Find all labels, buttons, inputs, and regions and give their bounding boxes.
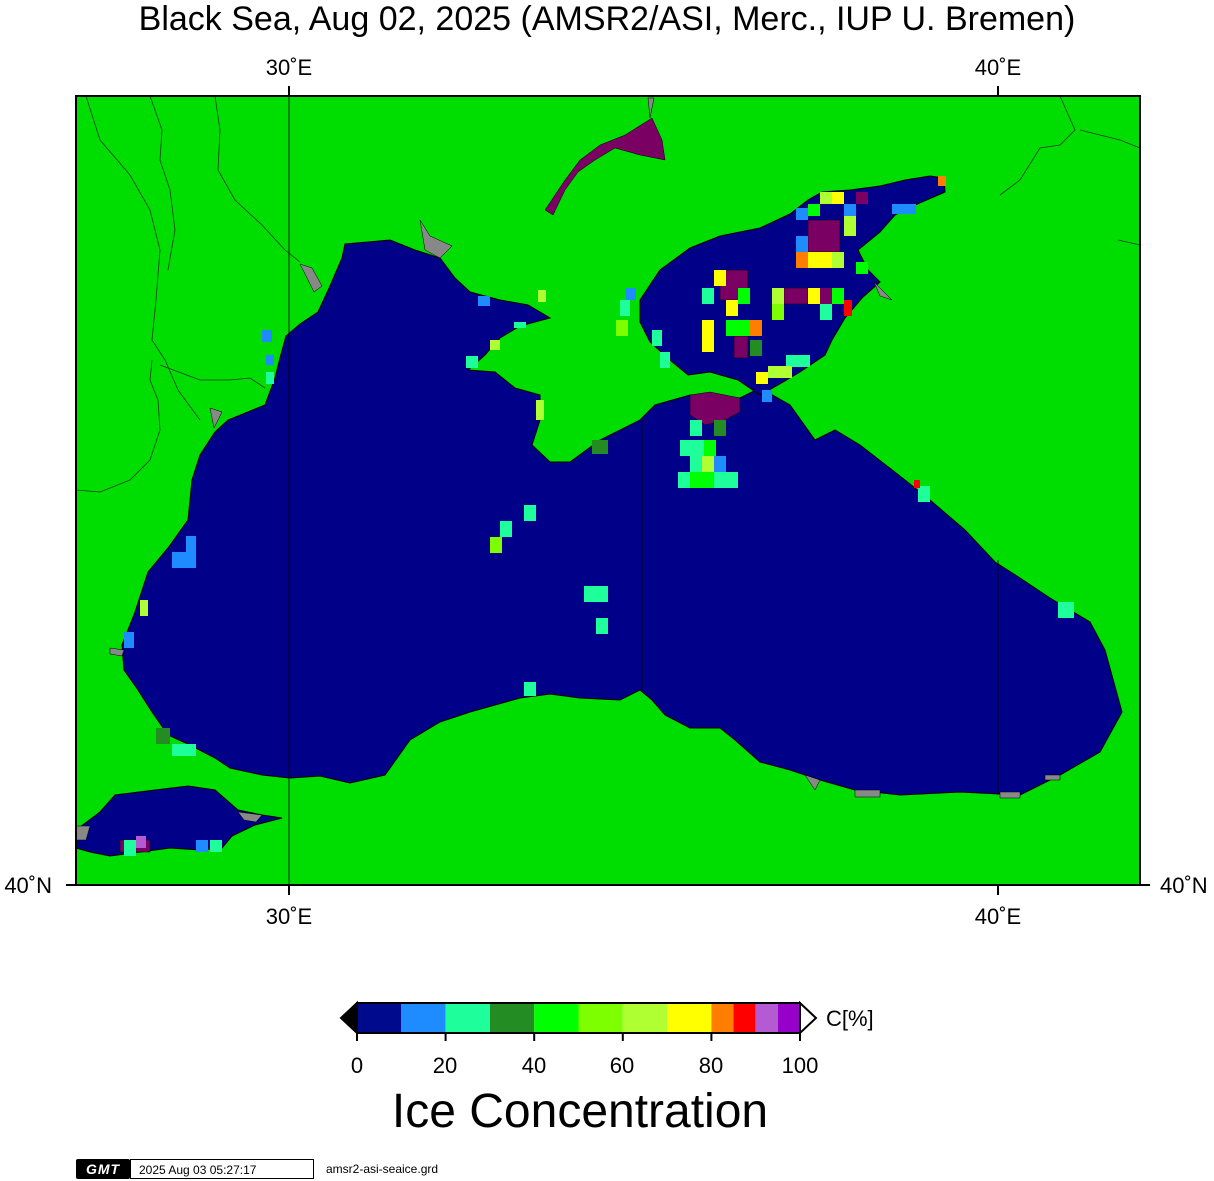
colorbar-segment-4 <box>534 1003 579 1033</box>
gmt-logo: GMT <box>76 1159 130 1179</box>
meridian-lines <box>288 96 999 885</box>
colorbar-segment-1 <box>401 1003 446 1033</box>
bottom-tick-label-40e: 40˚E <box>975 904 1021 929</box>
colorbar-tick-20: 20 <box>433 1053 457 1078</box>
high-concentration-patches <box>119 117 841 853</box>
land-borders <box>75 95 1141 493</box>
colorbar-segment-2 <box>445 1003 490 1033</box>
colorbar-tick-40: 40 <box>522 1053 546 1078</box>
colorbar-segment-5 <box>578 1003 623 1033</box>
colorbar-low-triangle <box>339 1000 358 1036</box>
colorbar-tick-80: 80 <box>699 1053 723 1078</box>
coastal-ice-pixels <box>262 288 930 502</box>
colorbar-border <box>356 1002 801 1034</box>
colorbar-segment-0 <box>357 1003 402 1033</box>
colorbar-segment-7 <box>667 1003 712 1033</box>
colorbar-segment-10 <box>755 1003 778 1033</box>
right-tick-label-40n: 40˚N <box>1160 873 1208 898</box>
nodata-patches <box>75 97 1061 841</box>
sea-of-marmara-water <box>75 785 283 857</box>
bottom-tick-label-30e: 30˚E <box>266 904 312 929</box>
colorbar-segment-3 <box>489 1003 535 1033</box>
colorbar-ticks: 0 20 40 60 80 100 <box>351 1053 818 1078</box>
colorbar-segment-11 <box>777 1003 800 1033</box>
colorbar-segment-6 <box>622 1003 668 1033</box>
colorbar-tick-100: 100 <box>782 1053 819 1078</box>
colorbar-high-triangle <box>799 1000 818 1036</box>
azov-ice-pixels <box>702 176 946 402</box>
gmt-filename: amsr2-asi-seaice.grd <box>326 1162 439 1176</box>
colorbar-segment-8 <box>711 1003 734 1033</box>
top-tick-label-40e: 40˚E <box>975 55 1021 80</box>
colorbar <box>339 1000 818 1041</box>
axis-ticks <box>66 86 1150 895</box>
colorbar-segment-9 <box>733 1003 756 1033</box>
sea-of-azov-water <box>639 175 946 396</box>
colorbar-tick-60: 60 <box>610 1053 634 1078</box>
map-title: Black Sea, Aug 02, 2025 (AMSR2/ASI, Merc… <box>138 0 1076 38</box>
colorbar-unit: C[%] <box>826 1006 874 1031</box>
gmt-timestamp: 2025 Aug 03 05:27:17 <box>130 1159 314 1179</box>
colorbar-title: Ice Concentration <box>392 1085 768 1138</box>
open-sea-ice-pixels <box>124 505 1074 856</box>
top-tick-label-30e: 30˚E <box>266 55 312 80</box>
gmt-footer: GMT 2025 Aug 03 05:27:17 amsr2-asi-seaic… <box>76 1158 438 1180</box>
colorbar-tick-0: 0 <box>351 1053 363 1078</box>
left-tick-label-40n: 40˚N <box>4 873 52 898</box>
map-frame <box>75 95 1141 886</box>
